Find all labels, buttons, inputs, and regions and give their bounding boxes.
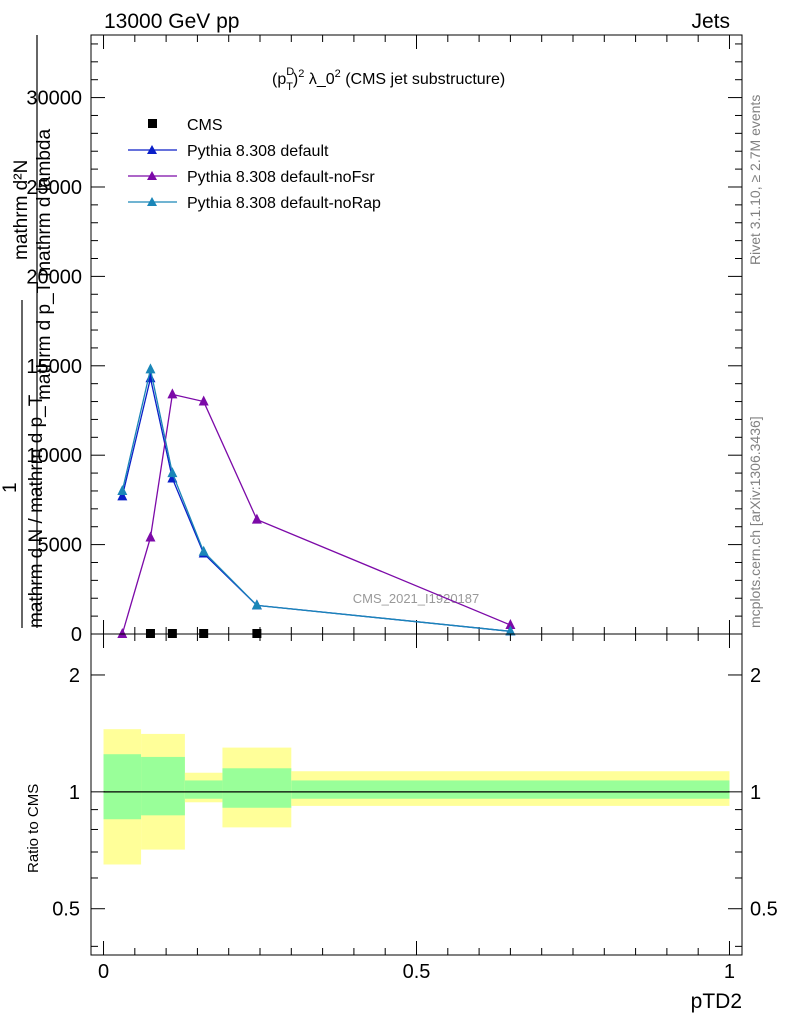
series-marker [167,467,178,478]
ratio-plot-frame [90,633,743,956]
ratio-axes-ticks [91,634,742,955]
ratio-y-tick-label: 1 [69,782,80,804]
main-y-tick-label: 0 [71,624,82,646]
title-sup-d: D [286,66,294,78]
title-sub-t: T [286,81,293,93]
ratio-y-tick-label-right: 2 [750,665,761,687]
title-sup-2: 2 [298,68,304,80]
x-tick-labels: 0 0.5 1 [98,961,735,983]
x-tick-label: 1 [724,961,735,983]
main-y-tick-label: 25000 [26,177,82,199]
series-marker [117,628,128,638]
legend-marker-default [147,145,157,154]
title-sup-3: 2 [335,68,341,80]
ratio-band-inner [184,780,223,799]
title-part-b: ) [293,71,298,88]
series-marker [251,599,262,610]
series-marker [505,625,516,636]
x-tick-label: 0 [98,961,109,983]
ratio-y-tick-labels: 0.5 0.5 1 1 2 2 [52,665,778,921]
series-marker [167,388,178,399]
ratio-uncertainty-bands [103,729,730,865]
series-marker [117,484,128,495]
legend-label-default: Pythia 8.308 default [187,143,329,160]
series-marker [145,372,156,383]
ratio-y-tick-label: 0.5 [52,899,80,921]
ratio-y-tick-label: 2 [69,665,80,687]
ylabel-numerator: mathrm d²N [11,160,32,260]
legend-label-nofsr: Pythia 8.308 default-noFsr [187,169,375,186]
series-marker [198,545,209,556]
legend-marker-norap [147,197,157,206]
main-y-tick-label: 30000 [26,88,82,110]
ylabel-numerator-denom: mathrm d p_T mathrm d lambda [34,129,55,400]
main-y-tick-label: 5000 [38,535,83,557]
ratio-band-inner [103,754,142,820]
header-observable: Jets [691,10,730,33]
legend: CMS Pythia 8.308 default Pythia 8.308 de… [128,117,381,212]
legend-marker-nofsr [147,171,157,180]
title-part-c: λ_0 [304,71,334,88]
ylabel-one: 1 [0,482,21,493]
mcplots-label: mcplots.cern.ch [arXiv:1306.3436] [747,416,763,628]
main-y-tick-label: 20000 [26,266,82,288]
ratio-band-inner [222,768,292,808]
series-line [121,393,511,635]
analysis-watermark: CMS_2021_I1920187 [353,591,480,606]
x-tick-label: 0.5 [403,961,431,983]
legend-label-norap: Pythia 8.308 default-noRap [187,195,381,212]
ratio-y-tick-label-right: 1 [750,782,761,804]
header-process: 13000 GeV pp [104,10,239,33]
legend-label-cms: CMS [187,117,223,134]
series-marker [145,531,156,542]
legend-marker-cms [148,119,157,128]
main-plot-title: (pD T)2 λ_02 (CMS jet substructure) [272,66,505,93]
ratio-band-inner [141,756,185,816]
series-marker [505,619,516,630]
x-axis-label: pTD2 [691,990,742,1013]
series-marker [117,490,128,501]
series-marker [251,513,262,524]
main-y-tick-labels: 0 5000 10000 15000 20000 25000 30000 [26,88,82,646]
title-part-d: (CMS jet substructure) [341,71,505,88]
main-y-axis-label: mathrm d²N mathrm d p_T mathrm d lambda … [0,35,55,628]
series-marker [145,363,156,374]
ratio-band-inner [291,780,730,799]
series-marker [198,395,209,406]
main-y-tick-label: 10000 [26,445,82,467]
main-axes-ticks [91,35,742,635]
main-y-tick-label: 15000 [26,356,82,378]
title-part-a: (p [272,71,286,88]
rivet-version-label: Rivet 3.1.10, ≥ 2.7M events [747,95,763,265]
ratio-y-tick-label-right: 0.5 [750,899,778,921]
ylabel-denominator: mathrm d N / mathrm d p_T [26,394,47,628]
ratio-y-axis-label: Ratio to CMS [25,784,42,873]
series-line [121,369,511,632]
